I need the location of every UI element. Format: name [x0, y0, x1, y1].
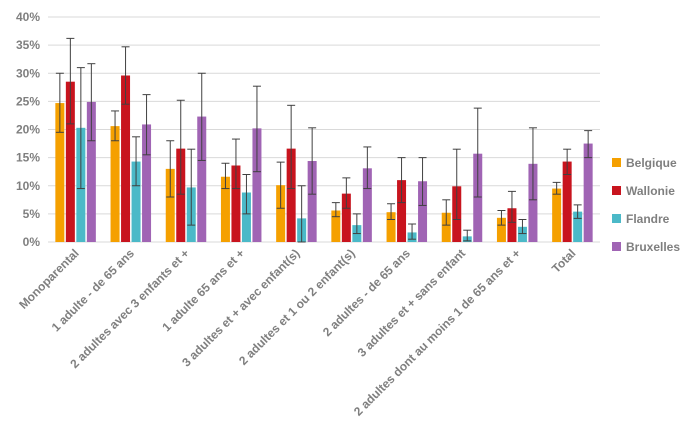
bar-wallonie — [397, 180, 407, 242]
gridlines — [48, 16, 600, 243]
y-tick-label: 20% — [16, 123, 40, 137]
legend-label: Belgique — [626, 156, 677, 170]
bar-bruxelles — [86, 101, 96, 242]
legend-swatch — [612, 186, 621, 195]
bar-belgique — [165, 168, 175, 242]
legend-swatch — [612, 158, 621, 167]
bar-flandre — [573, 211, 583, 242]
legend-swatch — [612, 242, 621, 251]
bar-wallonie — [562, 161, 572, 242]
bar-belgique — [441, 212, 451, 242]
y-tick-label: 25% — [16, 94, 40, 108]
bar-wallonie — [231, 165, 241, 242]
bar-flandre — [131, 161, 141, 242]
bar-bruxelles — [583, 143, 593, 242]
bar-belgique — [386, 212, 396, 242]
legend-label: Wallonie — [626, 184, 675, 198]
y-tick-label: 40% — [16, 10, 40, 24]
x-category-label: 3 adultes et + sans enfant — [355, 246, 468, 359]
x-category-label: 3 adultes et + avec enfant(s) — [179, 246, 302, 369]
bar-bruxelles — [418, 181, 428, 242]
bar-wallonie — [176, 148, 186, 242]
bar-wallonie — [121, 75, 131, 242]
error-bars — [55, 37, 593, 243]
bar-bruxelles — [142, 124, 152, 242]
bar-bruxelles — [307, 161, 317, 242]
bar-bruxelles — [252, 128, 262, 242]
bar-bruxelles — [473, 153, 483, 242]
y-tick-label: 0% — [23, 235, 41, 249]
legend-swatch — [612, 214, 621, 223]
bar-belgique — [552, 188, 562, 242]
bar-wallonie — [286, 148, 296, 242]
bar-bruxelles — [197, 116, 207, 242]
x-category-label: Total — [549, 246, 579, 276]
bar-flandre — [241, 192, 251, 242]
legend-label: Flandre — [626, 212, 670, 226]
y-tick-label: 15% — [16, 151, 40, 165]
legend-label: Bruxelles — [626, 240, 680, 254]
bar-belgique — [331, 210, 341, 242]
legend: Belgique Wallonie Flandre Bruxelles — [612, 156, 680, 254]
y-tick-label: 10% — [16, 179, 40, 193]
bar-belgique — [110, 126, 120, 242]
bar-belgique — [276, 185, 286, 242]
y-axis-ticks: 0% 5% 10% 15% 20% 25% 30% 35% 40% — [16, 10, 40, 249]
x-category-label: 2 adultes avec 3 enfants et + — [67, 246, 192, 371]
bar-belgique — [220, 176, 230, 242]
bar-belgique — [55, 103, 65, 242]
bar-flandre — [517, 226, 527, 242]
x-category-label: 2 adultes et 1 ou 2 enfant(s) — [236, 246, 358, 368]
y-tick-label: 30% — [16, 66, 40, 80]
bar-belgique — [496, 217, 506, 242]
bar-wallonie — [341, 193, 351, 242]
bar-bruxelles — [362, 168, 372, 242]
y-tick-label: 5% — [23, 207, 41, 221]
bar-wallonie — [507, 208, 517, 242]
bar-bruxelles — [528, 163, 538, 242]
y-tick-label: 35% — [16, 38, 40, 52]
bar-wallonie — [65, 81, 75, 242]
